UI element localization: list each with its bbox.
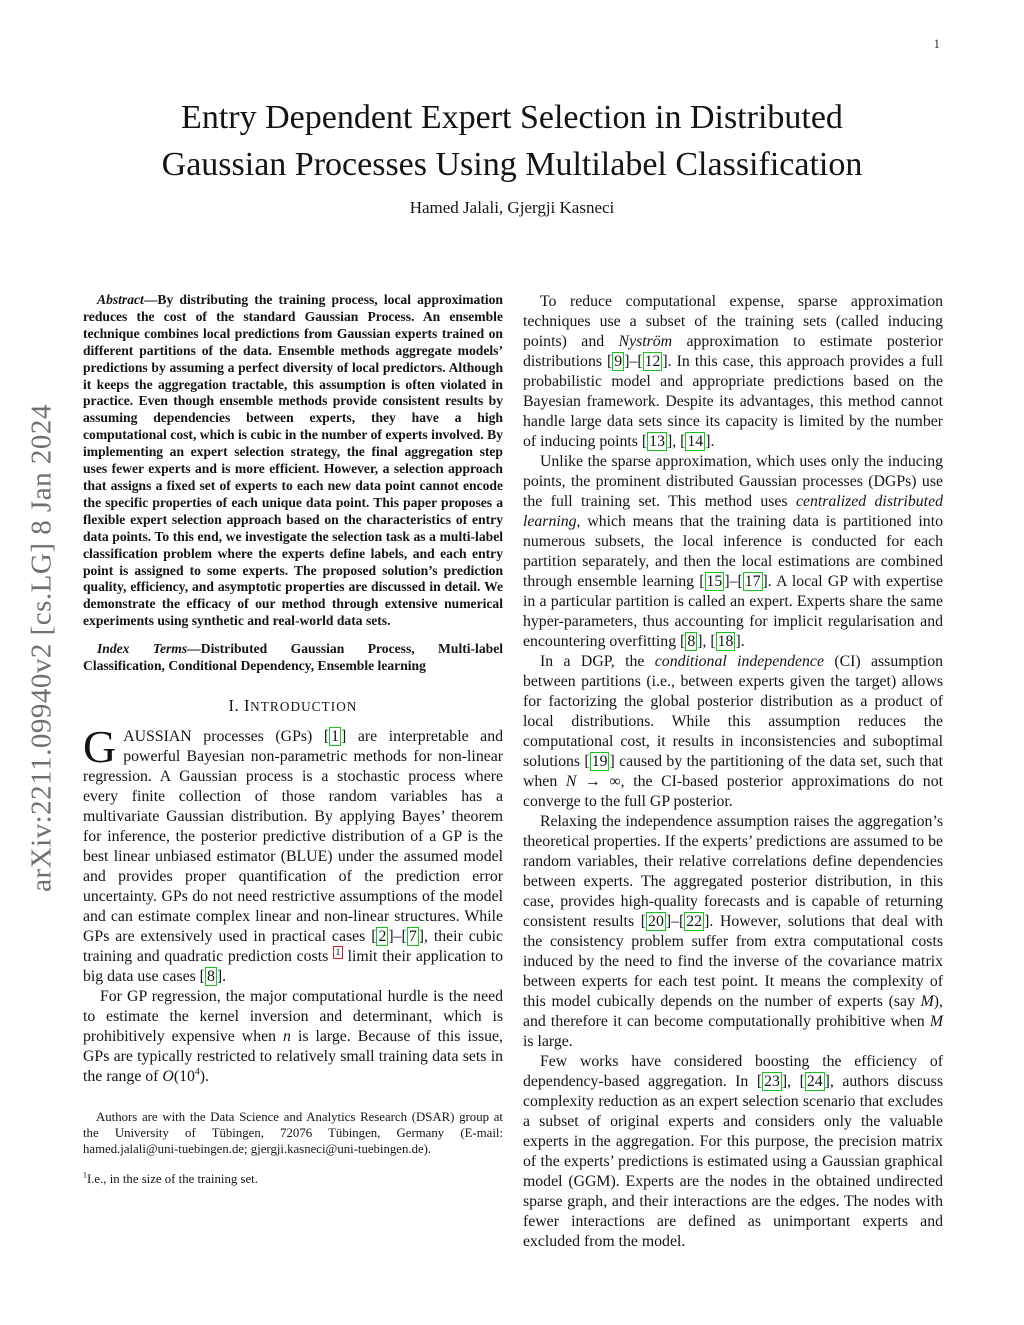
section-heading-introduction: I. INTRODUCTION	[83, 696, 503, 716]
text-segment: ]–[	[624, 353, 643, 370]
text-segment: ]. In this case, this approach provides …	[523, 353, 943, 450]
citation-link[interactable]: 1	[329, 726, 342, 746]
relaxing-independence-paragraph: Relaxing the independence assumption rai…	[523, 812, 943, 1052]
text-segment: is large.	[523, 1033, 573, 1050]
text-segment: ].	[705, 433, 715, 450]
text-segment: ].	[216, 967, 227, 985]
text-segment: Index Terms	[97, 641, 188, 657]
title-line-2: Gaussian Processes Using Multilabel Clas…	[161, 146, 863, 183]
text-segment: ]–[	[665, 913, 685, 930]
text-segment: N	[565, 773, 577, 790]
text-segment: ].	[735, 633, 745, 650]
footnote-text: 1I.e., in the size of the training set.	[83, 1172, 503, 1188]
conditional-independence-paragraph: In a DGP, the conditional independence (…	[523, 652, 943, 812]
text-segment: (CI) assumption between partitions (i.e.…	[523, 653, 943, 770]
intro-paragraph: G AUSSIAN processes (GPs) [1] are interpr…	[83, 720, 504, 987]
text-segment: AUSSIAN processes (GPs) [	[123, 727, 330, 745]
text-segment: I. I	[228, 695, 251, 715]
text-segment: —Distributed Gaussian Process, Multi-lab…	[83, 641, 503, 674]
text-segment: G	[83, 720, 117, 772]
text-segment: M	[920, 993, 934, 1010]
dgp-paragraph: Unlike the sparse approximation, which u…	[523, 452, 943, 652]
title-line-1: Entry Dependent Expert Selection in Dist…	[181, 99, 843, 136]
text-segment: ] caused by the partitioning of the data…	[523, 753, 944, 790]
arxiv-watermark: arXiv:2211.09940v2 [cs.LG] 8 Jan 2024	[25, 404, 58, 892]
author-affiliation-note: Authors are with the Data Science and An…	[83, 1110, 503, 1157]
text-segment: ]–[	[388, 927, 407, 945]
text-segment: n	[283, 1027, 291, 1045]
text-segment: Few works have considered boosting the e…	[523, 1053, 943, 1090]
text-segment: —By distributing the training process, l…	[83, 292, 503, 629]
footnote-ref-link[interactable]: 1	[332, 945, 343, 959]
page-number: 1	[933, 36, 941, 51]
text-segment: Nyström	[618, 333, 673, 350]
text-segment: ]–[	[724, 573, 743, 590]
citation-link[interactable]: 13	[647, 432, 667, 451]
text-segment: ], [	[666, 433, 686, 450]
citation-link[interactable]: 14	[685, 432, 706, 451]
text-segment: ] are interpretable and powerful Bayesia…	[83, 727, 503, 945]
two-column-body: Abstract—By distributing the training pr…	[83, 292, 943, 1252]
citation-link[interactable]: 7	[406, 926, 419, 946]
text-segment: approximation to estimate posterior dist…	[523, 333, 943, 370]
citation-link[interactable]: 8	[204, 966, 217, 986]
text-segment: is large. Because of this issue, GPs are…	[83, 1027, 503, 1085]
text-segment: 1	[83, 1171, 87, 1181]
abstract-paragraph: Abstract—By distributing the training pr…	[83, 292, 503, 630]
sparse-approximation-paragraph: To reduce computational expense, sparse …	[523, 292, 943, 452]
citation-link[interactable]: 12	[642, 352, 663, 371]
text-segment: ], [	[697, 633, 716, 650]
citation-link[interactable]: 9	[612, 352, 625, 371]
citation-link[interactable]: 20	[646, 912, 666, 931]
text-segment: conditional independence	[654, 653, 824, 670]
text-segment: For GP regression, the major computation…	[83, 987, 503, 1045]
text-segment: centralized distributed learning	[523, 493, 943, 530]
citation-link[interactable]: 19	[589, 752, 610, 771]
citation-link[interactable]: 22	[684, 912, 705, 931]
text-segment: ).	[199, 1067, 209, 1085]
citation-link[interactable]: 15	[704, 572, 725, 591]
right-column: To reduce computational expense, sparse …	[523, 292, 943, 1252]
text-segment: In a DGP, the	[540, 653, 655, 670]
citation-link[interactable]: 23	[762, 1072, 782, 1091]
few-works-paragraph: Few works have considered boosting the e…	[523, 1052, 943, 1252]
text-segment: ], authors discuss complexity reduction …	[523, 1073, 943, 1250]
paper-title: Entry Dependent Expert Selection in Dist…	[72, 94, 952, 188]
text-segment: ]. However, solutions that deal with the…	[523, 913, 943, 1010]
paper-authors: Hamed Jalali, Gjergji Kasneci	[409, 198, 615, 217]
text-segment: ), and therefore it can become computati…	[523, 993, 943, 1030]
text-segment: ], [	[781, 1073, 805, 1090]
citation-link[interactable]: 2	[376, 926, 389, 946]
text-segment: Unlike the sparse approximation, which u…	[523, 453, 943, 510]
text-segment: Relaxing the independence assumption rai…	[523, 813, 943, 930]
citation-link[interactable]: 18	[715, 632, 736, 651]
text-segment: 4	[194, 1066, 200, 1078]
text-segment: To reduce computational expense, sparse …	[523, 293, 943, 350]
left-column: Abstract—By distributing the training pr…	[83, 292, 503, 1252]
gp-regression-paragraph: For GP regression, the major computation…	[83, 987, 503, 1087]
index-terms-paragraph: Index Terms—Distributed Gaussian Process…	[83, 641, 503, 675]
text-segment: Authors are with the Data Science and An…	[83, 1109, 503, 1156]
text-segment: , which means that the training data is …	[523, 513, 943, 590]
citation-link[interactable]: 17	[742, 572, 763, 591]
text-segment: M	[929, 1013, 943, 1030]
citation-link[interactable]: 24	[804, 1072, 825, 1091]
text-segment: Abstract	[97, 292, 144, 307]
text-segment: O	[162, 1067, 174, 1085]
text-segment: ], their cubic training and quadratic pr…	[83, 927, 504, 965]
text-segment: → ∞, the CI-based posterior approximatio…	[523, 773, 943, 810]
text-segment: (10	[173, 1067, 195, 1085]
citation-link[interactable]: 8	[685, 632, 698, 651]
text-segment: limit their application to big data use …	[83, 947, 504, 985]
text-segment: NTRODUCTION	[250, 698, 358, 714]
text-segment: ]. A local GP with expertise in a partic…	[523, 573, 944, 650]
text-segment: I.e., in the size of the training set.	[86, 1172, 258, 1187]
